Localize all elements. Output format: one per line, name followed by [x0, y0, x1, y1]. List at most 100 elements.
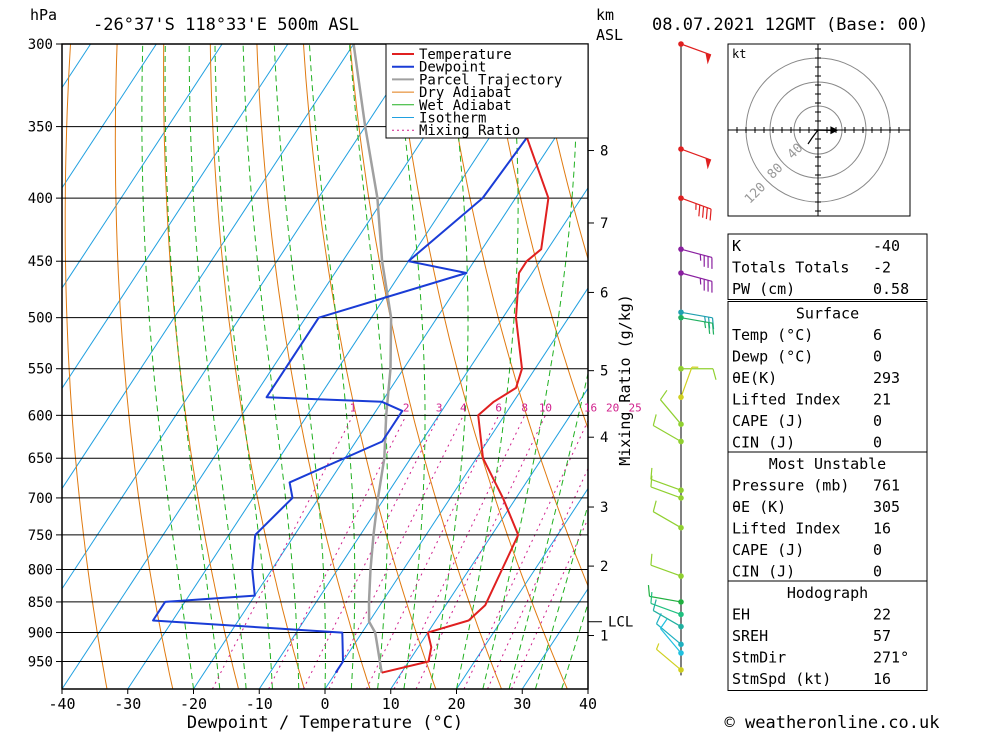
x-tick-label: 10 [382, 695, 400, 713]
km-tick-label: 7 [600, 216, 608, 232]
index-label: SREH [732, 627, 768, 645]
indices-table: K -40 Totals Totals -2 PW (cm) 0.58 Surface Tem… [727, 233, 928, 691]
y-tick-label: 750 [28, 528, 53, 544]
dry-adiabat-line [64, 44, 108, 689]
mixing-ratio-line [415, 415, 546, 689]
dry-adiabat-line [349, 44, 502, 689]
isotherm-line [0, 44, 25, 689]
profile-lines [152, 44, 588, 674]
mixing-ratio-label: 10 [539, 401, 552, 414]
asl-unit-label: ASL [596, 26, 623, 44]
x-tick-label: 0 [320, 695, 329, 713]
isotherm-line [62, 44, 223, 289]
index-value: 293 [873, 369, 900, 387]
km-tick-label: 5 [600, 364, 608, 380]
km-tick-label: 1 [600, 629, 608, 645]
index-value: 0 [873, 541, 882, 559]
wind-barb-feather [698, 204, 701, 217]
wind-barb-feather [707, 322, 711, 334]
index-label: K [732, 237, 741, 255]
wind-barb [678, 41, 712, 65]
indices-general-box [727, 233, 928, 300]
legend-entry: Mixing Ratio [419, 123, 520, 139]
index-value: 0 [873, 412, 882, 430]
isotherm-line [62, 44, 486, 689]
plot-border [61, 43, 589, 690]
legend-entry: Parcel Trajectory [419, 72, 562, 88]
isotherm-line [127, 44, 552, 689]
wet-adiabat-line [561, 601, 588, 689]
hpa-unit-label: hPa [30, 6, 57, 24]
wind-barb [678, 365, 717, 380]
wind-barb-staff [656, 623, 682, 645]
wind-barb [659, 618, 684, 656]
isotherm-line [456, 487, 588, 689]
index-section-title: Surface [796, 305, 859, 323]
wind-barb-staff [680, 248, 713, 259]
index-value: 16 [873, 520, 891, 538]
index-label: Dewp (°C) [732, 348, 813, 366]
y-tick-label: 500 [28, 311, 53, 327]
indices-hodo-box [727, 580, 928, 691]
index-label: CIN (J) [732, 563, 795, 581]
x-tick-label: 30 [513, 695, 531, 713]
y-tick-label: 300 [28, 37, 53, 53]
index-label: CIN (J) [732, 434, 795, 452]
wind-barb-staff [650, 602, 682, 615]
mixing-ratio-label: 16 [584, 401, 597, 414]
wet-adiabat-line [429, 44, 469, 689]
wind-barb-feather [659, 389, 668, 401]
wind-barb-feather [652, 500, 657, 512]
wind-barb [650, 553, 684, 579]
isotherm-line [258, 186, 588, 689]
wind-barb-feather [650, 592, 653, 604]
wet-adiabat-line [214, 44, 273, 689]
wind-barb [650, 467, 684, 494]
parcel-trajectory-line [352, 44, 393, 673]
x-tick-label: -10 [246, 695, 273, 713]
wind-barb-staff [649, 595, 682, 603]
wind-barb-feather [702, 206, 705, 218]
mixing-ratio-label: 4 [460, 401, 467, 414]
wind-barb-feather [652, 599, 657, 611]
mixing-ratio-label: 3 [436, 401, 443, 414]
index-label: PW (cm) [732, 280, 795, 298]
index-value: 16 [873, 670, 891, 688]
mixing-ratio-axis-title: Mixing Ratio (g/kg) [616, 294, 634, 466]
temperature-line [381, 44, 550, 674]
wind-barb-staff [680, 366, 693, 398]
legend-entry: Dewpoint [419, 60, 486, 76]
chart-header: hPa -26°37'S 118°33'E 500m ASL km ASL 08… [30, 6, 928, 44]
wind-barb-staff [650, 564, 682, 577]
chart-footer: Dewpoint / Temperature (°C) Mixing Ratio… [187, 294, 940, 733]
index-section-title: Most Unstable [769, 455, 886, 473]
wet-adiabat-line [141, 44, 194, 689]
index-label: Temp (°C) [732, 326, 813, 344]
isotherm-line [193, 86, 588, 689]
wind-barb-staff [680, 148, 712, 161]
copyright-label: © weatheronline.co.uk [725, 713, 940, 733]
wind-barb-staff [652, 511, 682, 529]
mixing-ratio-label: 8 [521, 401, 528, 414]
hodograph-unit: kt [732, 47, 746, 61]
km-tick-label: 8 [600, 144, 608, 160]
y-tick-label: 600 [28, 408, 53, 424]
wind-barb-pennant [705, 52, 712, 65]
plot-frame [61, 43, 589, 690]
index-value: -40 [873, 237, 900, 255]
index-label: Totals Totals [732, 259, 849, 277]
index-label: StmDir [732, 649, 786, 667]
wind-barb-feather [650, 467, 653, 480]
wet-adiabat-line [273, 44, 326, 689]
wet-adiabat-line [164, 44, 221, 689]
index-value: 21 [873, 391, 891, 409]
y-tick-label: 850 [28, 595, 53, 611]
wind-barb-feather [711, 323, 715, 335]
index-value: 0 [873, 434, 882, 452]
x-tick-label: -20 [180, 695, 207, 713]
dry-adiabat-line [163, 44, 239, 689]
index-value: 57 [873, 627, 891, 645]
